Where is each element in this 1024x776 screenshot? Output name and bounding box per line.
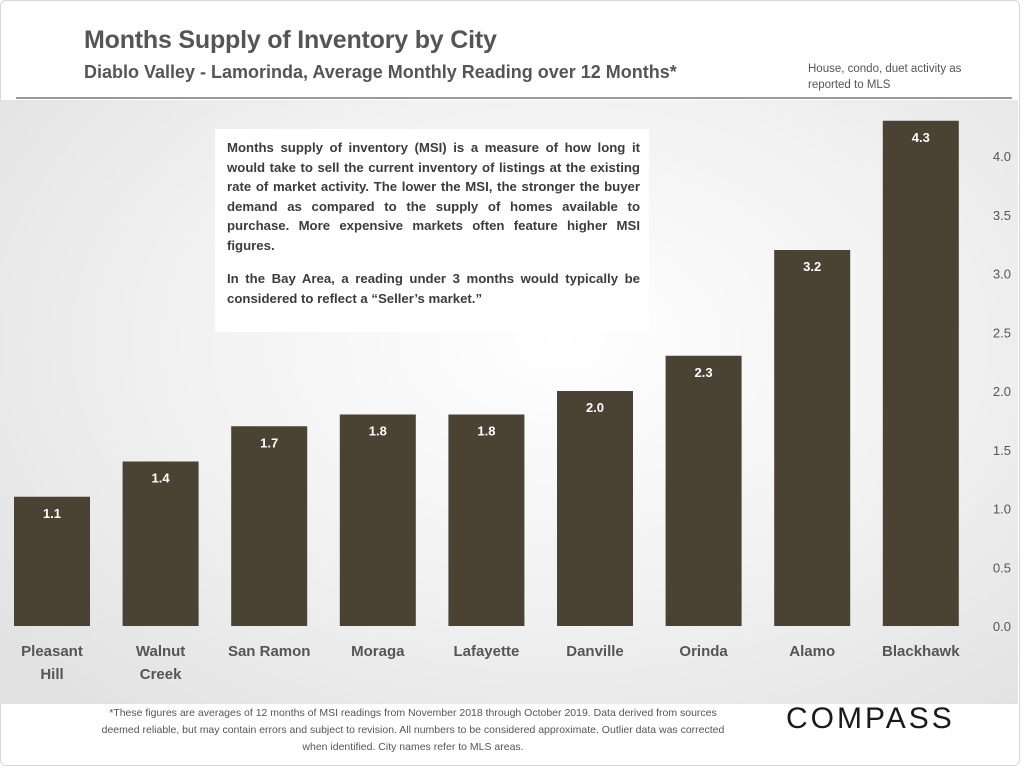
y-tick-label: 0.5 [993, 560, 1011, 575]
bar [122, 461, 199, 626]
bar-value-label: 1.8 [369, 424, 387, 439]
bar [557, 391, 633, 626]
bar [14, 496, 90, 626]
bar [665, 355, 742, 626]
bar-value-label: 1.7 [260, 435, 278, 450]
bar-value-label: 2.3 [695, 365, 713, 380]
bar [774, 250, 851, 626]
category-label: Pleasant [21, 643, 83, 660]
category-label: Lafayette [453, 643, 519, 660]
bar [339, 414, 416, 626]
compass-logo: COMPASS [786, 702, 955, 735]
bars-group [14, 120, 959, 626]
source-note: House, condo, duet activity as reported … [808, 63, 962, 91]
bar-value-label: 2.0 [586, 400, 604, 415]
bar [448, 414, 525, 626]
y-tick-label: 2.0 [993, 384, 1011, 399]
category-label: Alamo [789, 643, 835, 660]
bar-value-label: 3.2 [803, 259, 821, 274]
y-tick-label: 4.0 [993, 149, 1011, 164]
category-label: Walnut [136, 643, 185, 660]
y-tick-label: 3.0 [993, 267, 1011, 282]
bar [882, 120, 959, 626]
chart-subtitle: Diablo Valley - Lamorinda, Average Month… [84, 62, 677, 82]
category-label: Creek [140, 666, 182, 683]
category-label: Hill [40, 666, 63, 683]
chart-title: Months Supply of Inventory by City [84, 26, 497, 54]
footnote: *These figures are averages of 12 months… [101, 707, 725, 753]
bar [231, 426, 308, 626]
msi-explanation-callout: Months supply of inventory (MSI) is a me… [215, 129, 649, 332]
y-tick-label: 2.5 [993, 325, 1011, 340]
bar-value-label: 4.3 [912, 130, 930, 145]
bar-value-label: 1.4 [152, 471, 171, 486]
callout-paragraph-1: Months supply of inventory (MSI) is a me… [227, 140, 640, 253]
y-tick-label: 3.5 [993, 208, 1011, 223]
bar-chart: 1.1 1.4 1.7 1.8 1.8 2.0 2.3 3.2 4.3 Pleasant Hill… [14, 120, 1011, 683]
y-tick-label: 1.5 [993, 443, 1011, 458]
bar-value-label: 1.1 [43, 506, 61, 521]
bar-value-label: 1.8 [477, 424, 495, 439]
category-label: Blackhawk [882, 643, 960, 660]
header-divider [16, 97, 1012, 99]
category-labels-group: Pleasant Hill Walnut Creek San Ramon Moraga La… [21, 643, 960, 683]
bar-value-labels-group: 1.1 1.4 1.7 1.8 1.8 2.0 2.3 3.2 4.3 [43, 130, 930, 521]
category-label: San Ramon [228, 643, 311, 660]
y-tick-label: 0.0 [993, 619, 1011, 634]
callout-paragraph-2: In the Bay Area, a reading under 3 month… [227, 271, 640, 306]
category-label: Orinda [679, 643, 728, 660]
category-label: Moraga [351, 643, 405, 660]
y-axis-ticks-group: 0.0 0.5 1.0 1.5 2.0 2.5 3.0 3.5 4.0 [993, 149, 1011, 634]
category-label: Danville [566, 643, 624, 660]
y-tick-label: 1.0 [993, 502, 1011, 517]
